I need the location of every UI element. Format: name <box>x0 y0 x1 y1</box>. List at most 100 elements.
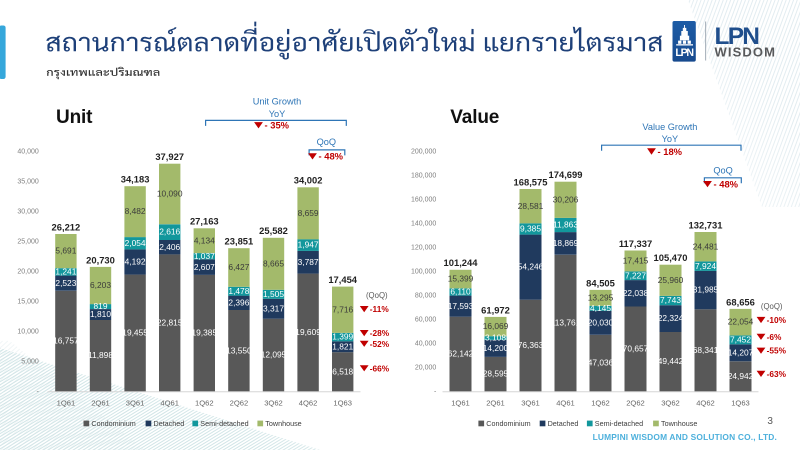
svg-text:24,942: 24,942 <box>728 371 754 381</box>
svg-text:70,657: 70,657 <box>623 344 649 354</box>
svg-text:27,163: 27,163 <box>190 216 219 227</box>
svg-text:2,523: 2,523 <box>55 278 76 288</box>
svg-text:113,761: 113,761 <box>551 318 581 328</box>
svg-text:8,659: 8,659 <box>298 208 319 218</box>
svg-text:31,985: 31,985 <box>693 285 719 295</box>
svg-text:819: 819 <box>94 301 108 311</box>
svg-text:4Q62: 4Q62 <box>696 398 715 407</box>
svg-text:(QoQ): (QoQ) <box>366 291 388 300</box>
svg-text:4,134: 4,134 <box>194 235 215 245</box>
svg-text:20,000: 20,000 <box>415 365 437 372</box>
svg-text:Condominium: Condominium <box>91 419 135 428</box>
svg-text:2Q61: 2Q61 <box>486 398 505 407</box>
svg-text:100,000: 100,000 <box>411 269 436 276</box>
svg-text:6,518: 6,518 <box>332 366 353 376</box>
svg-text:61,972: 61,972 <box>481 304 510 315</box>
svg-text:6,203: 6,203 <box>90 280 111 290</box>
svg-text:1,399: 1,399 <box>332 332 353 342</box>
svg-text:4Q62: 4Q62 <box>299 398 318 407</box>
svg-text:WISDOM: WISDOM <box>715 44 776 59</box>
svg-text:24,481: 24,481 <box>693 241 719 251</box>
svg-text:15,000: 15,000 <box>17 299 39 306</box>
svg-text:84,505: 84,505 <box>586 277 615 288</box>
svg-text:22,054: 22,054 <box>728 317 754 327</box>
svg-text:22,324: 22,324 <box>658 313 684 323</box>
svg-text:76,363: 76,363 <box>518 340 544 350</box>
svg-text:19,385: 19,385 <box>191 328 217 338</box>
svg-text:YoY: YoY <box>662 134 679 144</box>
svg-text:68,656: 68,656 <box>726 296 755 307</box>
svg-text:-11%: -11% <box>370 304 390 314</box>
svg-text:Condominium: Condominium <box>486 419 530 428</box>
svg-text:1Q62: 1Q62 <box>195 398 214 407</box>
svg-text:-: - <box>434 389 437 396</box>
svg-text:-10%: -10% <box>767 315 787 325</box>
svg-text:20,000: 20,000 <box>17 269 39 276</box>
svg-text:101,244: 101,244 <box>444 257 479 268</box>
svg-text:117,337: 117,337 <box>619 238 652 249</box>
svg-text:28,595: 28,595 <box>483 369 509 379</box>
svg-text:- 18%: - 18% <box>658 146 683 157</box>
svg-text:30,000: 30,000 <box>17 209 39 216</box>
svg-text:-55%: -55% <box>767 346 787 356</box>
svg-text:6,427: 6,427 <box>228 262 249 272</box>
svg-text:15,399: 15,399 <box>448 274 474 284</box>
svg-text:1Q61: 1Q61 <box>451 398 470 407</box>
svg-text:Townhouse: Townhouse <box>661 419 697 428</box>
svg-text:20,730: 20,730 <box>86 254 115 265</box>
svg-text:4Q61: 4Q61 <box>556 398 575 407</box>
svg-text:13,550: 13,550 <box>226 345 252 355</box>
svg-text:2,396: 2,396 <box>228 297 249 307</box>
svg-text:120,000: 120,000 <box>411 245 436 252</box>
svg-text:180,000: 180,000 <box>411 173 436 180</box>
svg-text:YoY: YoY <box>269 109 286 119</box>
svg-text:49,442: 49,442 <box>658 356 684 366</box>
svg-text:28,581: 28,581 <box>518 201 544 211</box>
svg-text:2,616: 2,616 <box>159 227 180 237</box>
svg-text:14,200: 14,200 <box>483 343 509 353</box>
svg-text:-28%: -28% <box>370 328 390 338</box>
svg-text:7,716: 7,716 <box>332 304 353 314</box>
svg-text:140,000: 140,000 <box>411 221 436 228</box>
svg-text:1,037: 1,037 <box>194 251 215 261</box>
svg-text:Townhouse: Townhouse <box>265 419 301 428</box>
svg-text:-63%: -63% <box>767 369 787 379</box>
svg-text:160,000: 160,000 <box>411 197 436 204</box>
svg-text:2Q62: 2Q62 <box>626 398 645 407</box>
svg-text:20,030: 20,030 <box>588 317 614 327</box>
svg-text:3,787: 3,787 <box>298 257 319 267</box>
svg-text:17,415: 17,415 <box>623 256 649 266</box>
svg-text:1,505: 1,505 <box>263 289 284 299</box>
svg-text:25,582: 25,582 <box>259 225 288 236</box>
svg-text:105,470: 105,470 <box>654 252 688 263</box>
svg-text:2Q61: 2Q61 <box>91 398 110 407</box>
svg-text:1,947: 1,947 <box>298 240 319 250</box>
svg-text:7,227: 7,227 <box>625 270 646 280</box>
svg-text:25,000: 25,000 <box>17 239 39 246</box>
svg-text:1,810: 1,810 <box>90 309 111 319</box>
svg-text:19,609: 19,609 <box>295 327 321 337</box>
svg-text:23,851: 23,851 <box>225 236 254 247</box>
svg-text:34,183: 34,183 <box>121 174 150 185</box>
svg-text:17,593: 17,593 <box>448 301 474 311</box>
svg-text:Unit: Unit <box>56 107 93 128</box>
svg-text:11,863: 11,863 <box>553 220 578 230</box>
svg-text:Semi-detached: Semi-detached <box>200 419 248 428</box>
svg-text:4Q61: 4Q61 <box>160 398 179 407</box>
svg-text:4,145: 4,145 <box>590 303 611 313</box>
svg-text:7,924: 7,924 <box>695 261 716 271</box>
svg-text:3Q61: 3Q61 <box>521 398 540 407</box>
svg-text:Detached: Detached <box>154 419 185 428</box>
svg-text:-66%: -66% <box>370 363 390 373</box>
svg-text:16,757: 16,757 <box>53 336 79 346</box>
svg-text:8,665: 8,665 <box>263 258 284 268</box>
svg-text:-52%: -52% <box>370 339 390 349</box>
svg-text:62,142: 62,142 <box>448 349 474 359</box>
svg-text:6,110: 6,110 <box>450 287 471 297</box>
svg-text:4,192: 4,192 <box>125 257 146 267</box>
svg-text:Value: Value <box>450 107 499 128</box>
svg-text:1Q61: 1Q61 <box>57 398 76 407</box>
svg-text:60,000: 60,000 <box>415 317 437 324</box>
svg-text:2,607: 2,607 <box>194 262 215 272</box>
svg-text:1Q63: 1Q63 <box>731 398 750 407</box>
